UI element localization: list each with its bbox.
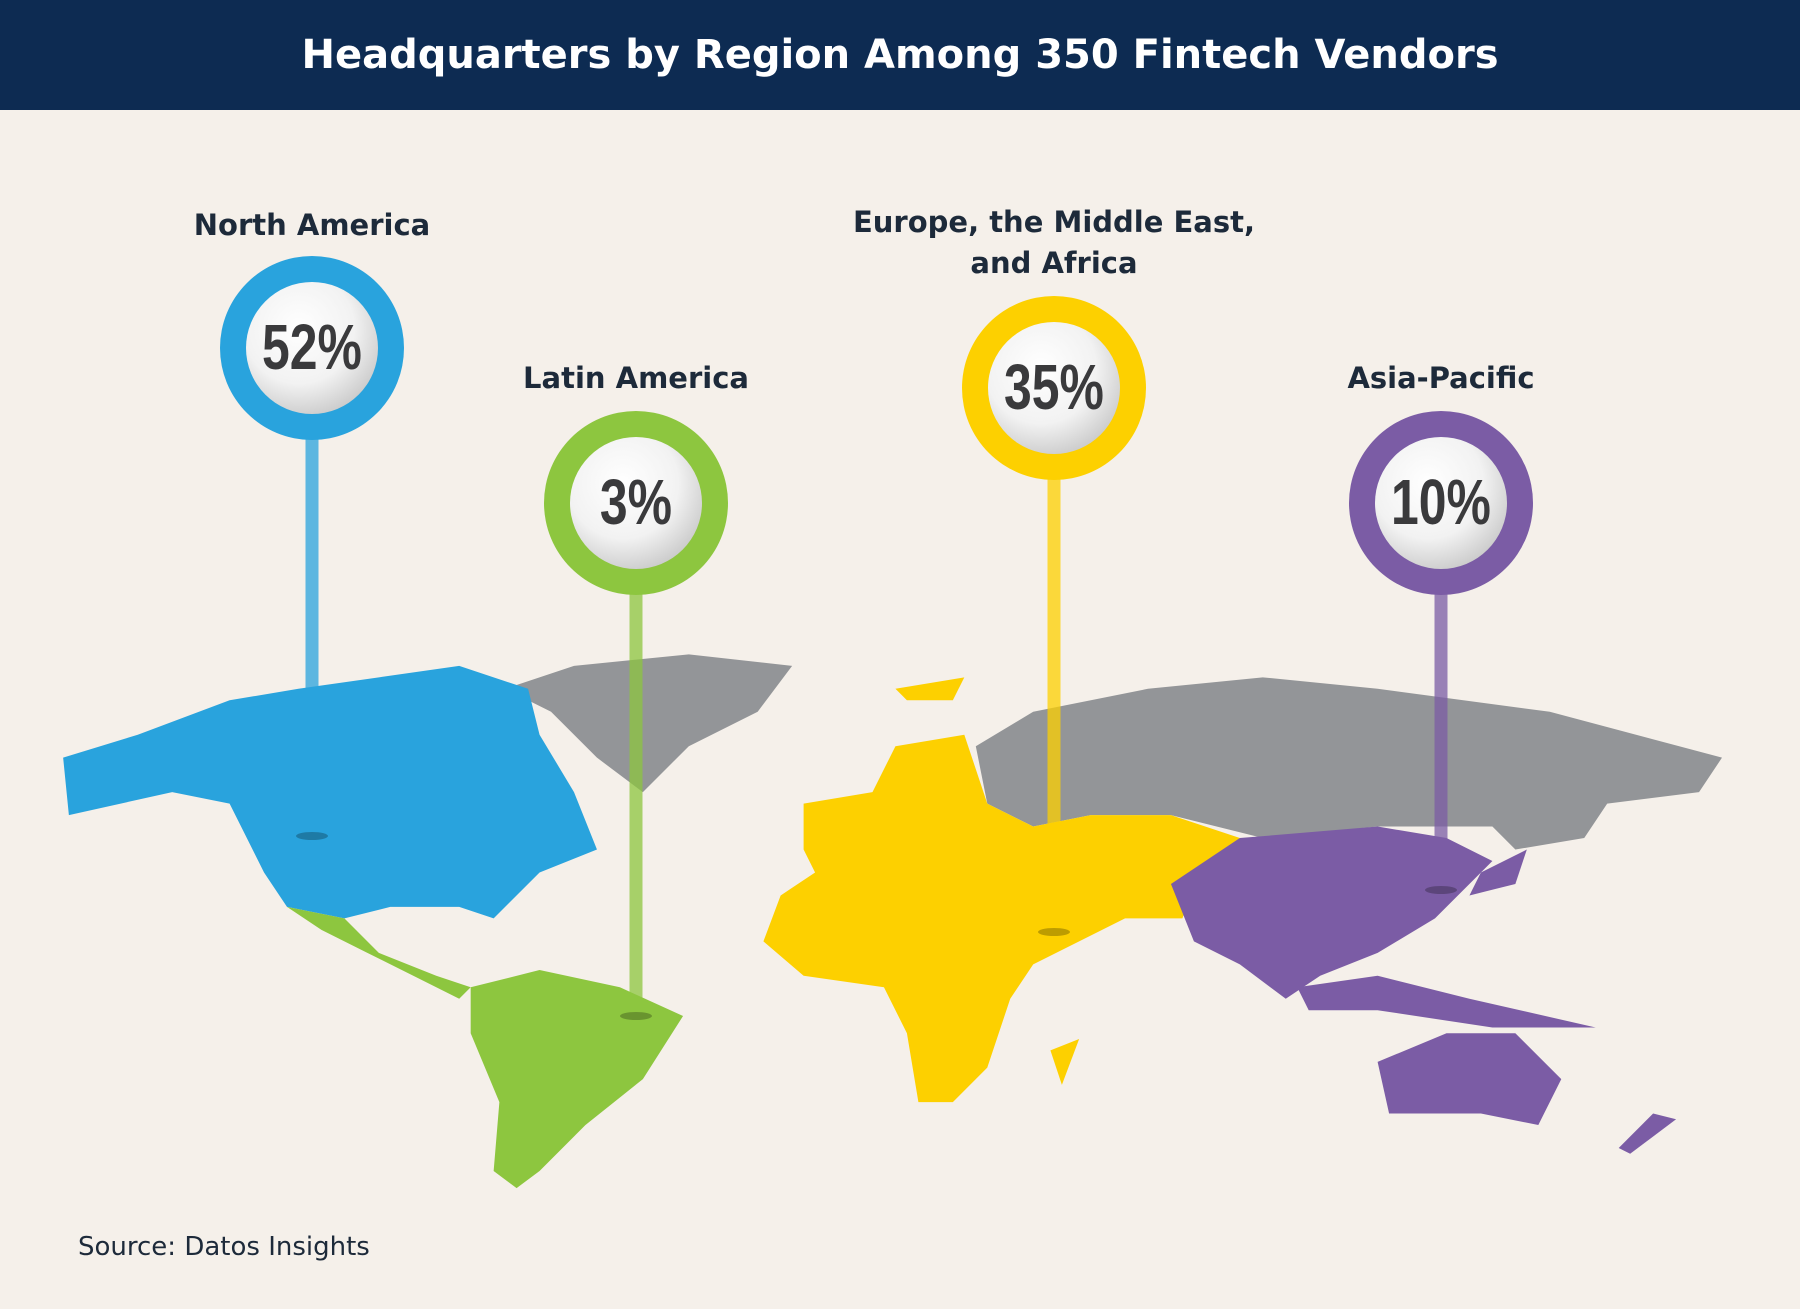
chart-title: Headquarters by Region Among 350 Fintech… — [301, 32, 1499, 78]
value-label: 35% — [1004, 352, 1104, 423]
region-label: Asia-Pacific — [1347, 361, 1535, 395]
value-label: 10% — [1391, 467, 1491, 538]
pin-shadow — [296, 832, 328, 840]
source-note: Source: Datos Insights — [78, 1232, 370, 1262]
region-label: Latin America — [523, 361, 749, 395]
latin-america-land — [287, 906, 684, 1189]
region-label: Europe, the Middle East, and Africa — [852, 205, 1256, 280]
pin-face — [570, 437, 702, 569]
value-label: 52% — [262, 312, 362, 383]
emea-land — [763, 677, 1240, 1103]
north-america-land — [63, 665, 597, 919]
title-bar: Headquarters by Region Among 350 Fintech… — [0, 0, 1800, 110]
pin-shadow — [620, 1012, 652, 1020]
pin-face — [988, 322, 1120, 454]
value-label: 3% — [600, 467, 672, 538]
pin-face — [1375, 437, 1507, 569]
world-map — [63, 654, 1722, 1189]
greenland — [505, 654, 793, 793]
asia-pacific-land — [1170, 826, 1677, 1154]
region-label: North America — [193, 208, 431, 242]
pin-face — [246, 282, 378, 414]
pin-shadow — [1038, 928, 1070, 936]
pin-shadow — [1425, 886, 1457, 894]
russia — [975, 677, 1722, 850]
